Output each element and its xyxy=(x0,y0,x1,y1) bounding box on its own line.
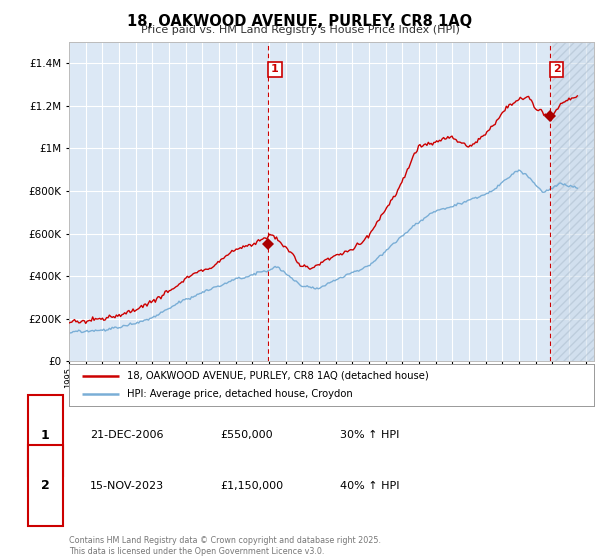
Text: 1: 1 xyxy=(41,429,49,442)
Bar xyxy=(553,42,600,361)
Text: 2: 2 xyxy=(41,479,49,492)
Text: 30% ↑ HPI: 30% ↑ HPI xyxy=(340,431,400,440)
FancyBboxPatch shape xyxy=(28,395,62,476)
Text: 40% ↑ HPI: 40% ↑ HPI xyxy=(340,481,400,491)
Text: HPI: Average price, detached house, Croydon: HPI: Average price, detached house, Croy… xyxy=(127,389,353,399)
Text: £1,150,000: £1,150,000 xyxy=(220,481,283,491)
FancyBboxPatch shape xyxy=(28,445,62,526)
Text: 18, OAKWOOD AVENUE, PURLEY, CR8 1AQ: 18, OAKWOOD AVENUE, PURLEY, CR8 1AQ xyxy=(127,14,473,29)
Text: Price paid vs. HM Land Registry's House Price Index (HPI): Price paid vs. HM Land Registry's House … xyxy=(140,25,460,35)
Text: Contains HM Land Registry data © Crown copyright and database right 2025.
This d: Contains HM Land Registry data © Crown c… xyxy=(69,536,381,556)
Text: 21-DEC-2006: 21-DEC-2006 xyxy=(90,431,163,440)
Text: 18, OAKWOOD AVENUE, PURLEY, CR8 1AQ (detached house): 18, OAKWOOD AVENUE, PURLEY, CR8 1AQ (det… xyxy=(127,371,428,381)
Text: 2: 2 xyxy=(553,64,560,74)
Text: £550,000: £550,000 xyxy=(220,431,272,440)
Text: 1: 1 xyxy=(271,64,279,74)
Text: 15-NOV-2023: 15-NOV-2023 xyxy=(90,481,164,491)
